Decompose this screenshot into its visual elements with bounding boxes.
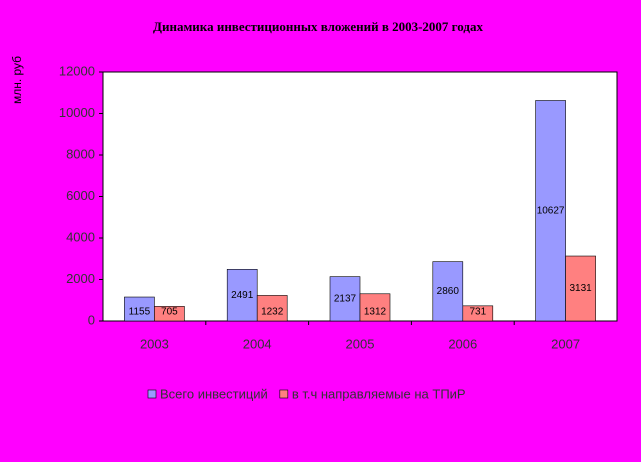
- chart-title: Динамика инвестиционных вложений в 2003-…: [153, 19, 483, 34]
- bar: [329, 276, 361, 322]
- data-label: 2137: [334, 293, 357, 304]
- y-tick-label: 10000: [59, 105, 95, 120]
- legend-swatch: [279, 389, 289, 399]
- x-tick-label: 2003: [140, 336, 169, 351]
- bar: [359, 293, 391, 322]
- y-tick-label: 2000: [66, 271, 95, 286]
- data-label: 1232: [261, 307, 284, 318]
- legend: Всего инвестиций в т.ч направляемые на ТП…: [147, 386, 466, 401]
- x-tick-label: 2004: [243, 336, 272, 351]
- x-tick-label: 2005: [346, 336, 375, 351]
- x-tick-label: 2007: [551, 336, 580, 351]
- data-label: 1155: [129, 307, 151, 318]
- bar: [432, 261, 464, 322]
- bar: [462, 305, 494, 322]
- bar: [565, 255, 596, 322]
- legend-swatch: [147, 389, 157, 399]
- y-tick-label: 6000: [66, 188, 95, 203]
- bar: [256, 295, 288, 322]
- x-tick-label: 2006: [448, 336, 477, 351]
- bar: [226, 269, 258, 322]
- bar: [535, 100, 566, 322]
- bar: [154, 306, 185, 322]
- data-label: 10627: [537, 205, 565, 216]
- data-label: 731: [469, 307, 486, 318]
- data-label: 705: [161, 307, 178, 318]
- data-label: 1312: [364, 306, 387, 317]
- data-label: 3131: [569, 283, 592, 294]
- y-tick-label: 4000: [66, 229, 95, 244]
- legend-label: Всего инвестиций: [160, 386, 268, 401]
- legend-label: в т.ч направляемые на ТПиР: [292, 386, 466, 401]
- data-label: 2491: [231, 290, 254, 301]
- y-axis-label: млн. руб: [10, 56, 24, 104]
- y-tick-label: 0: [88, 312, 95, 327]
- y-tick-label: 8000: [66, 146, 95, 161]
- data-label: 2860: [437, 286, 460, 297]
- y-tick-label: 12000: [59, 63, 95, 78]
